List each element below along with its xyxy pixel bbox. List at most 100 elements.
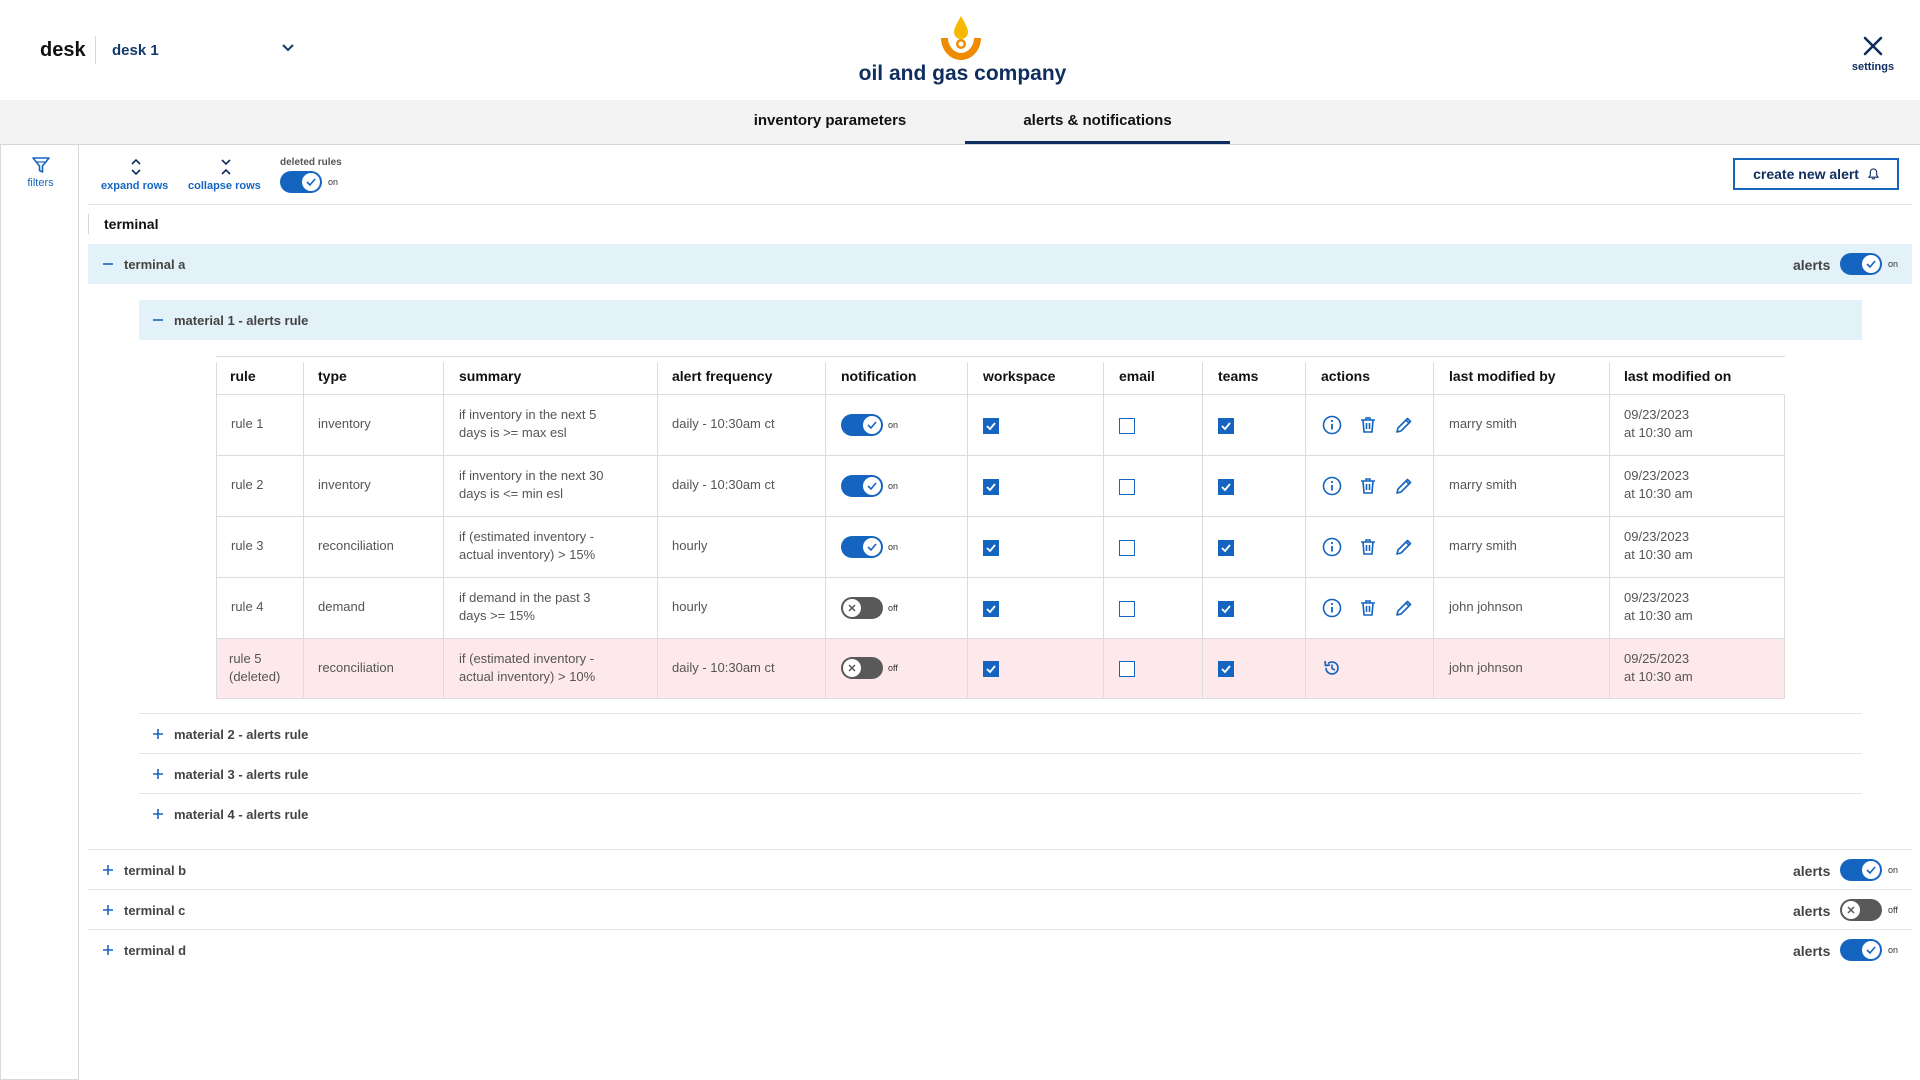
column-header-last-modified-by[interactable]: last modified by bbox=[1449, 368, 1556, 384]
expand-rows-icon[interactable] bbox=[128, 158, 144, 176]
toggle-state: on bbox=[1888, 259, 1899, 269]
pencil-icon[interactable] bbox=[1394, 598, 1414, 618]
column-header-workspace[interactable]: workspace bbox=[983, 368, 1056, 384]
divider bbox=[216, 362, 217, 698]
collapse-rows-button[interactable]: collapse rows bbox=[188, 180, 261, 192]
notification-toggle[interactable] bbox=[841, 475, 883, 497]
terminal-b-alerts-toggle[interactable] bbox=[1840, 859, 1882, 881]
modified-time: at 10:30 am bbox=[1624, 547, 1693, 562]
terminal-a-alerts-toggle[interactable] bbox=[1840, 253, 1882, 275]
plus-icon[interactable] bbox=[102, 904, 114, 916]
column-header-rule[interactable]: rule bbox=[230, 368, 256, 384]
terminal-name[interactable]: terminal c bbox=[124, 903, 186, 918]
settings-label[interactable]: settings bbox=[1851, 61, 1895, 73]
plus-icon[interactable] bbox=[102, 944, 114, 956]
terminal-name[interactable]: terminal d bbox=[124, 943, 187, 958]
summary-line-2: days is >= max esl bbox=[459, 425, 567, 440]
plus-icon[interactable] bbox=[152, 768, 164, 780]
minus-icon[interactable] bbox=[102, 258, 114, 270]
divider bbox=[216, 455, 1785, 456]
summary-line-1: if (estimated inventory - bbox=[459, 651, 595, 666]
collapse-rows-icon[interactable] bbox=[218, 158, 234, 176]
pencil-icon[interactable] bbox=[1394, 476, 1414, 496]
terminal-row-a[interactable] bbox=[88, 244, 1912, 284]
type-cell: reconciliation bbox=[318, 660, 394, 675]
terminal-d-alerts-toggle[interactable] bbox=[1840, 939, 1882, 961]
column-header-notification[interactable]: notification bbox=[841, 368, 917, 384]
notification-toggle[interactable] bbox=[841, 657, 883, 679]
teams-checkbox[interactable] bbox=[1218, 540, 1234, 556]
email-checkbox[interactable] bbox=[1119, 479, 1135, 495]
pencil-icon[interactable] bbox=[1394, 415, 1414, 435]
email-checkbox[interactable] bbox=[1119, 601, 1135, 617]
notification-toggle[interactable] bbox=[841, 536, 883, 558]
workspace-checkbox[interactable] bbox=[983, 479, 999, 495]
rule-deleted-note: (deleted) bbox=[229, 669, 281, 684]
email-checkbox[interactable] bbox=[1119, 661, 1135, 677]
desk-label: desk bbox=[40, 39, 86, 61]
close-icon[interactable] bbox=[1862, 35, 1884, 57]
modified-by-cell: john johnson bbox=[1449, 599, 1523, 614]
column-header-type[interactable]: type bbox=[318, 368, 347, 384]
terminal-name[interactable]: terminal b bbox=[124, 863, 187, 878]
teams-checkbox[interactable] bbox=[1218, 601, 1234, 617]
column-header-actions[interactable]: actions bbox=[1321, 368, 1371, 384]
material-name[interactable]: material 4 - alerts rule bbox=[174, 807, 309, 822]
create-new-alert-label: create new alert bbox=[1753, 166, 1859, 182]
toggle-state: on bbox=[1888, 865, 1899, 875]
workspace-checkbox[interactable] bbox=[983, 601, 999, 617]
material-name[interactable]: material 3 - alerts rule bbox=[174, 767, 309, 782]
tab-inventory-parameters[interactable]: inventory parameters bbox=[753, 112, 907, 129]
trash-icon[interactable] bbox=[1358, 415, 1378, 435]
column-header-summary[interactable]: summary bbox=[459, 368, 522, 384]
divider bbox=[88, 214, 89, 234]
company-logo bbox=[941, 16, 981, 60]
email-checkbox[interactable] bbox=[1119, 540, 1135, 556]
modified-date: 09/23/2023 bbox=[1624, 529, 1690, 544]
terminal-c-alerts-toggle[interactable] bbox=[1840, 899, 1882, 921]
workspace-checkbox[interactable] bbox=[983, 540, 999, 556]
expand-rows-button[interactable]: expand rows bbox=[101, 180, 169, 192]
pencil-icon[interactable] bbox=[1394, 537, 1414, 557]
modified-date: 09/23/2023 bbox=[1624, 407, 1690, 422]
trash-icon[interactable] bbox=[1358, 598, 1378, 618]
workspace-checkbox[interactable] bbox=[983, 418, 999, 434]
teams-checkbox[interactable] bbox=[1218, 418, 1234, 434]
trash-icon[interactable] bbox=[1358, 476, 1378, 496]
notification-toggle[interactable] bbox=[841, 414, 883, 436]
plus-icon[interactable] bbox=[102, 864, 114, 876]
filter-icon[interactable] bbox=[31, 155, 51, 175]
material-name[interactable]: material 2 - alerts rule bbox=[174, 727, 309, 742]
trash-icon[interactable] bbox=[1358, 537, 1378, 557]
check-icon bbox=[1866, 866, 1876, 875]
divider bbox=[139, 793, 1862, 794]
filters-label[interactable]: filters bbox=[27, 177, 54, 189]
tab-alerts-notifications[interactable]: alerts & notifications bbox=[965, 100, 1230, 144]
column-header-last-modified-on[interactable]: last modified on bbox=[1624, 368, 1732, 384]
info-icon[interactable] bbox=[1322, 415, 1342, 435]
info-icon[interactable] bbox=[1322, 598, 1342, 618]
chevron-down-icon[interactable] bbox=[280, 40, 296, 56]
info-icon[interactable] bbox=[1322, 537, 1342, 557]
desk-select-value[interactable]: desk 1 bbox=[112, 42, 159, 59]
column-header-teams[interactable]: teams bbox=[1218, 368, 1259, 384]
minus-icon[interactable] bbox=[152, 314, 164, 326]
divider bbox=[443, 362, 444, 698]
check-icon bbox=[986, 422, 996, 431]
plus-icon[interactable] bbox=[152, 808, 164, 820]
rule-cell: rule 5 bbox=[229, 651, 262, 666]
workspace-checkbox[interactable] bbox=[983, 661, 999, 677]
notification-toggle[interactable] bbox=[841, 597, 883, 619]
toggle-state: off bbox=[888, 603, 898, 613]
email-checkbox[interactable] bbox=[1119, 418, 1135, 434]
create-new-alert-button[interactable]: create new alert bbox=[1733, 158, 1899, 190]
teams-checkbox[interactable] bbox=[1218, 479, 1234, 495]
plus-icon[interactable] bbox=[152, 728, 164, 740]
deleted-rules-toggle[interactable] bbox=[280, 171, 322, 193]
column-header-email[interactable]: email bbox=[1119, 368, 1155, 384]
column-header-alert-frequency[interactable]: alert frequency bbox=[672, 368, 773, 384]
teams-checkbox[interactable] bbox=[1218, 661, 1234, 677]
material-row-1[interactable] bbox=[139, 300, 1862, 340]
restore-history-icon[interactable] bbox=[1322, 658, 1342, 678]
info-icon[interactable] bbox=[1322, 476, 1342, 496]
